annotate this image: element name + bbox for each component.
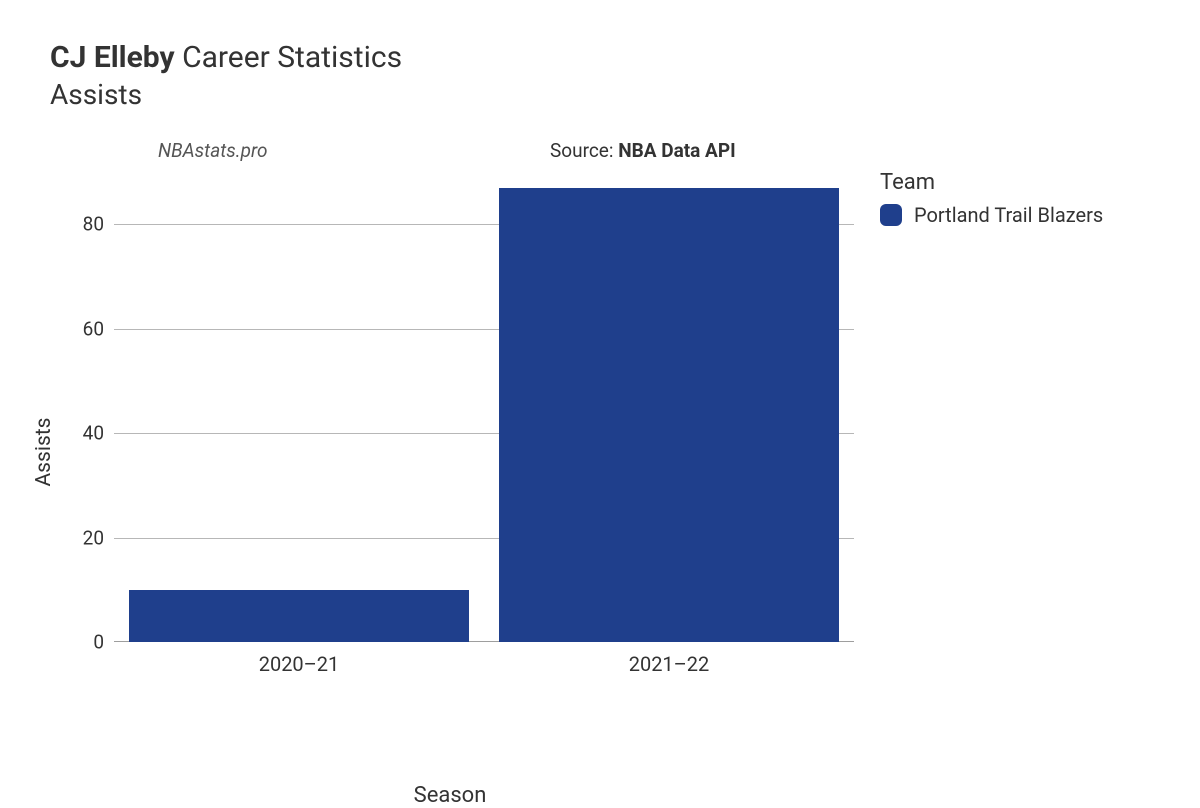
bar [499,188,839,642]
player-name: CJ Elleby [50,40,175,75]
y-tick-label: 40 [64,422,114,445]
x-tick-label: 2021–22 [629,642,710,676]
y-axis-label: Assists [32,417,56,486]
y-tick-label: 80 [64,213,114,236]
watermark-text: NBAstats.pro [158,139,268,162]
chart-subtitle: Assists [50,78,1170,111]
x-axis-label: Season [50,783,850,808]
legend-swatch [880,204,902,226]
chart-title: CJ Elleby Career Statistics [50,40,1170,76]
chart-container: CJ Elleby Career Statistics Assists NBAs… [0,0,1200,800]
annotation-row: NBAstats.pro Source: NBA Data API [50,139,1170,163]
legend-label: Portland Trail Blazers [914,203,1103,227]
legend: Team Portland Trail Blazers [880,170,1103,227]
bar [129,590,469,642]
title-suffix: Career Statistics [175,40,402,75]
source-name: NBA Data API [618,139,735,162]
plot-area: 0204060802020–212021–22 [114,172,854,642]
source-attribution: Source: NBA Data API [550,139,736,162]
legend-title: Team [880,170,1103,195]
y-tick-label: 60 [64,317,114,340]
y-tick-label: 20 [64,526,114,549]
y-tick-label: 0 [64,631,114,654]
x-tick-label: 2020–21 [259,642,340,676]
chart-area: Assists 0204060802020–212021–22 Season T… [50,172,1150,732]
source-prefix: Source: [550,139,618,162]
legend-item: Portland Trail Blazers [880,203,1103,227]
